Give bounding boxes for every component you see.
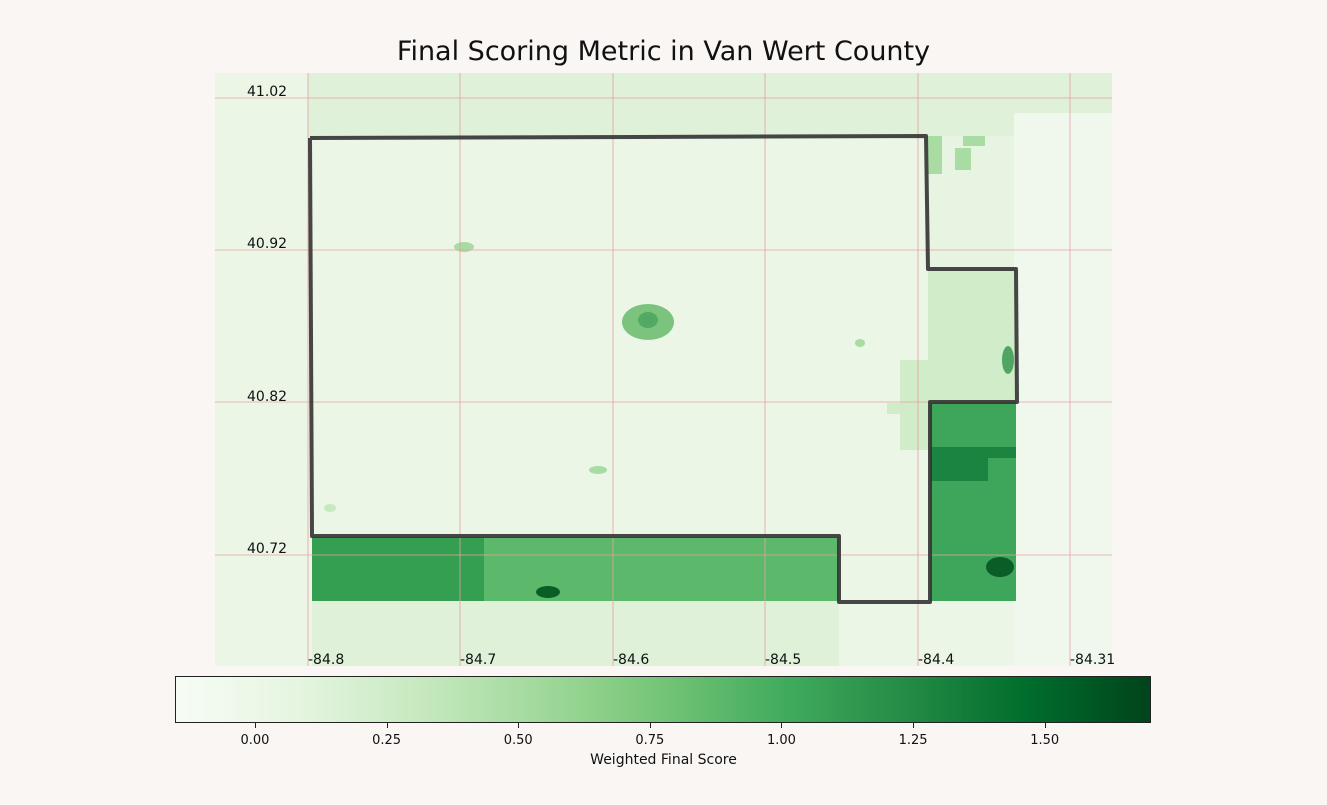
colorbar-tick [518,723,520,728]
raster-interior-hotspot-core [638,312,658,328]
lat-label: 40.72 [247,541,288,557]
colorbar-tick-label: 0.75 [635,733,665,748]
raster-east-mid-ext [900,360,930,450]
colorbar-tick [254,723,256,728]
raster-interior-speck-3 [855,339,865,347]
county-boundary [308,134,1019,604]
raster-south-hotspot [536,586,560,598]
lon-label: -84.5 [765,652,802,668]
lon-label: -84.4 [918,652,955,668]
lon-label: -84.7 [460,652,497,668]
colorbar-tick [781,723,783,728]
raster-north-strip [308,73,1112,138]
raster-south-dark-block [312,537,484,601]
colorbar-tick-label: 1.00 [766,733,796,748]
raster-interior-speck-5 [324,504,336,512]
raster-southeast-hotspot [986,557,1014,577]
lon-label: -84.6 [613,652,650,668]
lat-label: 40.82 [247,389,288,405]
colorbar-tick [1044,723,1046,728]
map-title: Final Scoring Metric in Van Wert County [396,36,931,67]
raster-east-mid-ext-2 [887,403,902,414]
lat-label: 41.02 [247,84,288,100]
colorbar-tick-label: 0.25 [372,733,402,748]
raster-east-patch-1 [928,136,942,174]
lon-label: -84.8 [308,652,345,668]
colorbar-tick [649,723,651,728]
lat-label: 40.92 [247,236,288,252]
lon-label: -84.31 [1070,652,1116,668]
raster-east-patch-2 [955,148,971,170]
raster-interior-speck-4 [1002,346,1014,374]
colorbar-gradient [176,677,1150,722]
raster-southeast-dark-2 [975,447,1016,458]
gridlines [215,73,1112,666]
raster-south-strip [312,601,839,666]
colorbar-tick [386,723,388,728]
colorbar-tick [913,723,915,728]
raster-interior-speck-2 [589,466,607,474]
colorbar-tick-label: 0.00 [240,733,270,748]
colorbar-label: Weighted Final Score [590,752,737,768]
raster-northeast-block [1014,113,1112,666]
raster-east-mid [928,269,1016,402]
colorbar-tick-label: 0.50 [503,733,533,748]
colorbar-tick-label: 1.25 [898,733,928,748]
colorbar-tick-label: 1.50 [1030,733,1060,748]
raster-east-patch-3 [963,136,985,146]
colorbar [175,676,1151,723]
raster-interior-speck-1 [454,242,474,252]
